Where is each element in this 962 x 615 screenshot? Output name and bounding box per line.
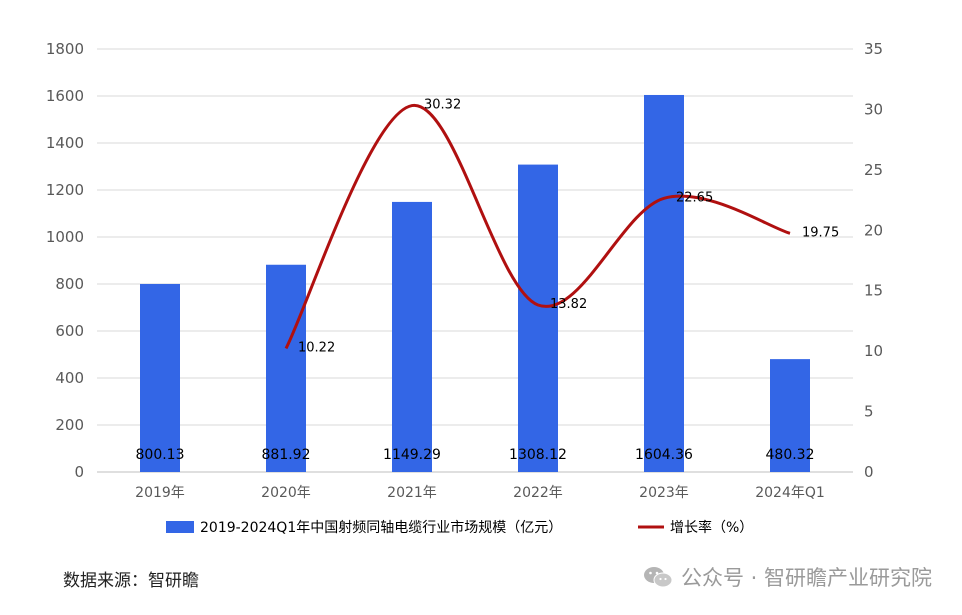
x-axis: 2019年 2020年 2021年 2022年 2023年 2024年Q1: [135, 485, 825, 501]
legend-swatch-bar: [166, 521, 194, 533]
y-right-tick-label: 15: [864, 282, 883, 300]
y-left-tick-label: 200: [55, 416, 84, 434]
wechat-icon: [643, 567, 673, 588]
y-left-tick-label: 1200: [46, 181, 84, 199]
y-right-tick-label: 30: [864, 100, 883, 118]
growth-data-label: 30.32: [424, 98, 461, 113]
bar: [140, 283, 180, 472]
x-tick-label: 2021年: [387, 485, 437, 501]
bar-data-label: 800.13: [136, 447, 185, 463]
y-right-tick-label: 35: [864, 40, 883, 58]
y-right-tick-label: 10: [864, 342, 883, 360]
y-left-tick-label: 1600: [46, 87, 84, 105]
bar: [392, 201, 432, 472]
legend-label-line: 增长率（%）: [670, 519, 753, 536]
gridlines: [97, 48, 853, 473]
growth-data-label: 22.65: [676, 190, 713, 205]
growth-line-series: 10.22 30.32 13.82 22.65 19.75: [284, 98, 839, 355]
y-right-tick-label: 25: [864, 161, 883, 179]
growth-data-label: 13.82: [550, 297, 587, 312]
watermark-text: 公众号 · 智研瞻产业研究院: [680, 566, 932, 590]
y-left-tick-label: 800: [55, 275, 84, 293]
x-tick-label: 2019年: [135, 485, 185, 501]
x-tick-label: 2024年Q1: [755, 485, 825, 501]
y-left-tick-label: 1400: [46, 134, 84, 152]
y-right-tick-label: 0: [864, 463, 874, 481]
x-tick-label: 2020年: [261, 485, 311, 501]
x-tick-label: 2023年: [639, 485, 689, 501]
y-left-tick-label: 1800: [46, 40, 84, 58]
source-note: 数据来源：智研瞻: [63, 571, 199, 591]
y-right-tick-label: 5: [864, 403, 874, 421]
bar-data-label: 1604.36: [635, 447, 693, 463]
legend-label-bar: 2019-2024Q1年中国射频同轴电缆行业市场规模（亿元）: [200, 519, 562, 536]
growth-data-label: 19.75: [802, 225, 839, 240]
bar: [518, 164, 558, 472]
growth-data-label: 10.22: [298, 340, 335, 355]
watermark: 公众号 · 智研瞻产业研究院: [643, 562, 932, 592]
bar-data-label: 1149.29: [383, 447, 441, 463]
bar: [770, 359, 810, 472]
x-tick-label: 2022年: [513, 485, 563, 501]
bar-data-label: 881.92: [262, 447, 311, 463]
y-axis-left: 0 200 400 600 800 1000 1200 1400 1600 1800: [46, 40, 84, 481]
y-left-tick-label: 600: [55, 322, 84, 340]
y-left-tick-label: 1000: [46, 228, 84, 246]
legend: 2019-2024Q1年中国射频同轴电缆行业市场规模（亿元） 增长率（%）: [166, 519, 753, 536]
y-right-tick-label: 20: [864, 221, 883, 239]
bar-data-label: 480.32: [766, 447, 815, 463]
y-left-tick-label: 0: [74, 463, 84, 481]
bar: [644, 94, 684, 472]
y-axis-right: 0 5 10 15 20 25 30 35: [864, 40, 883, 481]
y-left-tick-label: 400: [55, 369, 84, 387]
bar-series: 800.13 881.92 1149.29 1308.12 1604.36 480.32: [136, 94, 815, 472]
bar-data-label: 1308.12: [509, 447, 567, 463]
bar: [266, 264, 306, 472]
growth-line: [284, 104, 791, 350]
